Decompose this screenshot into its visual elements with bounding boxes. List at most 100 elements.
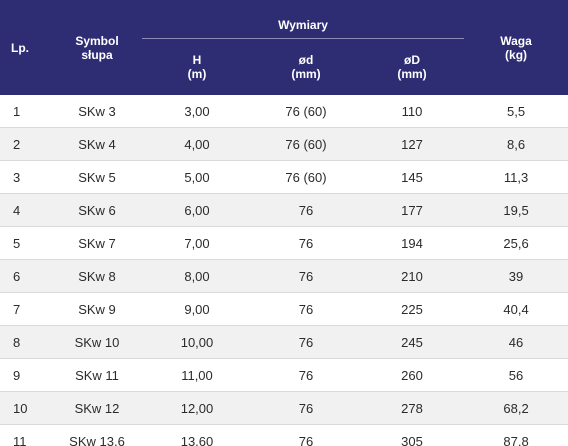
cell-symbol: SKw 13,6: [52, 424, 142, 446]
header-symbol-line2: słupa: [81, 47, 113, 62]
header-waga-unit: (kg): [505, 47, 528, 62]
cell-small-d: 76: [252, 424, 360, 446]
table-row: 1 SKw 3 3,00 76 (60) 110 5,5: [0, 95, 568, 128]
cell-lp: 9: [0, 358, 52, 392]
cell-lp: 8: [0, 325, 52, 359]
cell-lp: 2: [0, 127, 52, 161]
cell-lp: 6: [0, 259, 52, 293]
cell-symbol: SKw 9: [52, 292, 142, 326]
cell-waga: 46: [464, 325, 568, 359]
table-row: 9 SKw 11 11,00 76 260 56: [0, 358, 568, 392]
header-symbol: Symbol słupa: [52, 0, 142, 95]
cell-lp: 1: [0, 95, 52, 128]
table-row: 11 SKw 13,6 13,60 76 305 87,8: [0, 424, 568, 446]
header-small-d-name: ød: [298, 53, 314, 67]
cell-waga: 8,6: [464, 127, 568, 161]
cell-symbol: SKw 12: [52, 391, 142, 425]
cell-big-d: 177: [360, 193, 465, 227]
table-row: 2 SKw 4 4,00 76 (60) 127 8,6: [0, 127, 568, 161]
cell-h: 4,00: [142, 127, 252, 161]
cell-symbol: SKw 6: [52, 193, 142, 227]
cell-big-d: 210: [360, 259, 465, 293]
header-group-dimensions: Wymiary: [142, 0, 465, 39]
header-h-unit: (m): [187, 67, 207, 81]
cell-h: 5,00: [142, 160, 252, 194]
cell-waga: 39: [464, 259, 568, 293]
cell-waga: 25,6: [464, 226, 568, 260]
table-header: Lp. Symbol słupa Wymiary Waga (kg) H (m): [0, 0, 568, 95]
cell-big-d: 260: [360, 358, 465, 392]
cell-big-d: 194: [360, 226, 465, 260]
header-big-d-unit: (mm): [397, 67, 427, 81]
cell-symbol: SKw 10: [52, 325, 142, 359]
cell-small-d: 76: [252, 358, 360, 392]
cell-lp: 5: [0, 226, 52, 260]
cell-big-d: 245: [360, 325, 465, 359]
cell-symbol: SKw 3: [52, 95, 142, 128]
cell-small-d: 76: [252, 292, 360, 326]
cell-lp: 10: [0, 391, 52, 425]
cell-small-d: 76 (60): [252, 95, 360, 128]
cell-symbol: SKw 4: [52, 127, 142, 161]
cell-waga: 40,4: [464, 292, 568, 326]
cell-symbol: SKw 5: [52, 160, 142, 194]
cell-big-d: 127: [360, 127, 465, 161]
cell-big-d: 225: [360, 292, 465, 326]
cell-waga: 19,5: [464, 193, 568, 227]
cell-big-d: 278: [360, 391, 465, 425]
cell-small-d: 76: [252, 325, 360, 359]
table-row: 3 SKw 5 5,00 76 (60) 145 11,3: [0, 160, 568, 194]
table-row: 6 SKw 8 8,00 76 210 39: [0, 259, 568, 293]
cell-h: 13,60: [142, 424, 252, 446]
header-waga: Waga (kg): [464, 0, 568, 95]
header-h-name: H: [192, 53, 202, 67]
cell-big-d: 110: [360, 95, 465, 128]
cell-big-d: 145: [360, 160, 465, 194]
cell-h: 7,00: [142, 226, 252, 260]
header-big-d-name: øD: [404, 53, 421, 67]
header-h: H (m): [142, 39, 252, 95]
cell-waga: 5,5: [464, 95, 568, 128]
cell-small-d: 76: [252, 226, 360, 260]
cell-symbol: SKw 11: [52, 358, 142, 392]
cell-lp: 3: [0, 160, 52, 194]
cell-h: 3,00: [142, 95, 252, 128]
header-lp-label: Lp.: [11, 40, 29, 55]
cell-h: 11,00: [142, 358, 252, 392]
header-symbol-line1: Symbol: [75, 33, 119, 48]
cell-symbol: SKw 8: [52, 259, 142, 293]
cell-small-d: 76 (60): [252, 127, 360, 161]
cell-small-d: 76: [252, 259, 360, 293]
cell-h: 12,00: [142, 391, 252, 425]
header-waga-name: Waga: [500, 33, 532, 48]
cell-big-d: 305: [360, 424, 465, 446]
header-small-d: ød (mm): [252, 39, 360, 95]
header-group-divider: [142, 38, 465, 39]
table-row: 5 SKw 7 7,00 76 194 25,6: [0, 226, 568, 260]
cell-waga: 56: [464, 358, 568, 392]
cell-h: 8,00: [142, 259, 252, 293]
cell-waga: 11,3: [464, 160, 568, 194]
table-row: 8 SKw 10 10,00 76 245 46: [0, 325, 568, 359]
cell-h: 10,00: [142, 325, 252, 359]
cell-lp: 11: [0, 424, 52, 446]
cell-h: 6,00: [142, 193, 252, 227]
cell-h: 9,00: [142, 292, 252, 326]
table-row: 7 SKw 9 9,00 76 225 40,4: [0, 292, 568, 326]
cell-waga: 87,8: [464, 424, 568, 446]
header-small-d-unit: (mm): [291, 67, 321, 81]
table-row: 10 SKw 12 12,00 76 278 68,2: [0, 391, 568, 425]
cell-symbol: SKw 7: [52, 226, 142, 260]
table-row: 4 SKw 6 6,00 76 177 19,5: [0, 193, 568, 227]
cell-lp: 7: [0, 292, 52, 326]
header-big-d: øD (mm): [360, 39, 465, 95]
header-group-label: Wymiary: [278, 18, 328, 32]
table-body: 1 SKw 3 3,00 76 (60) 110 5,5 2 SKw 4 4,00 76 (60)…: [0, 95, 568, 446]
cell-lp: 4: [0, 193, 52, 227]
cell-small-d: 76: [252, 193, 360, 227]
cell-waga: 68,2: [464, 391, 568, 425]
cell-small-d: 76: [252, 391, 360, 425]
header-lp: Lp.: [0, 0, 52, 95]
cell-small-d: 76 (60): [252, 160, 360, 194]
